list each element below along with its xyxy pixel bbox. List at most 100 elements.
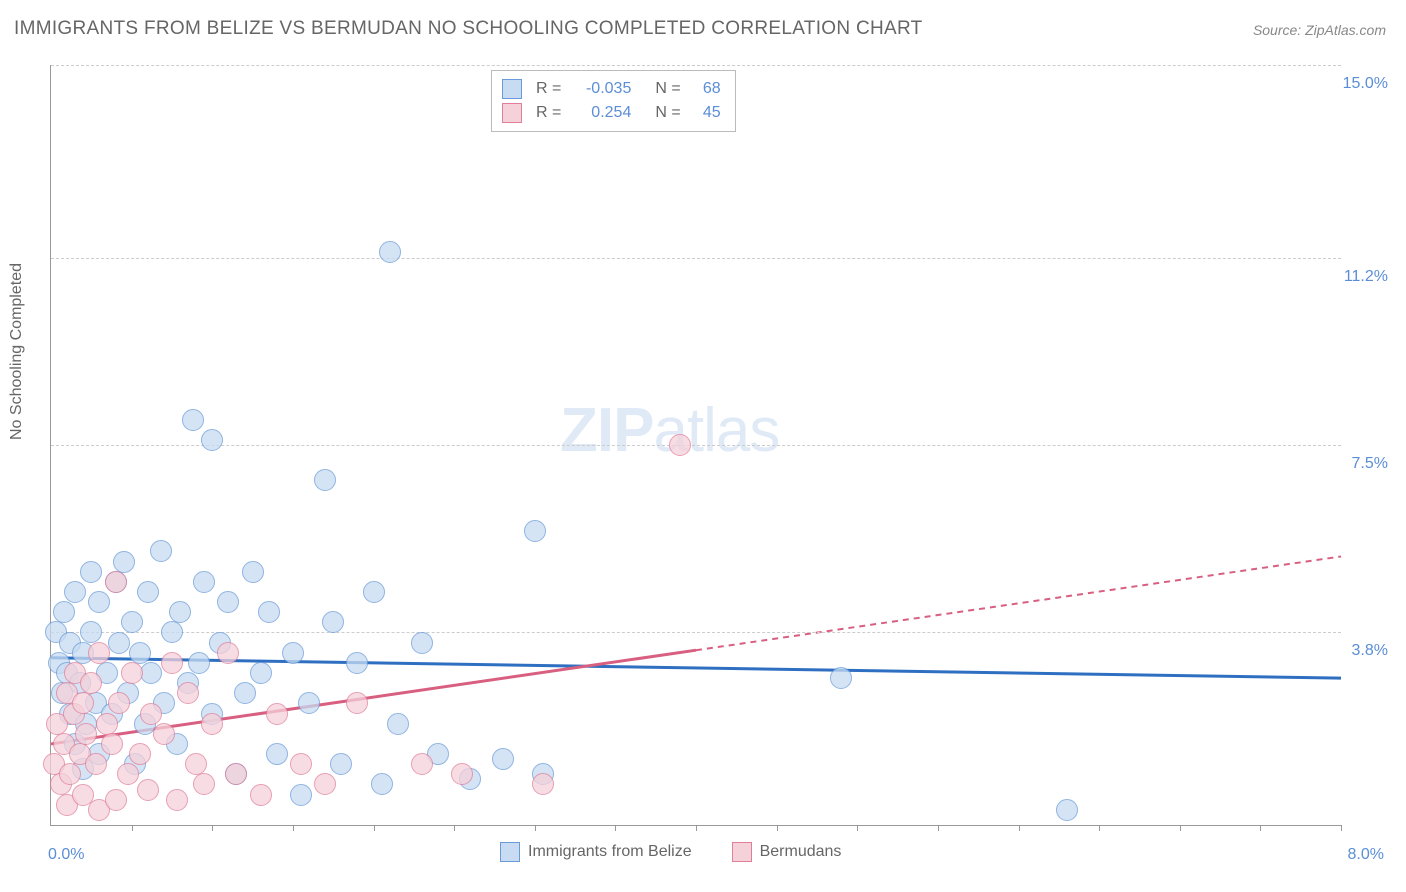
data-point [830,667,852,689]
data-point [290,784,312,806]
data-point [59,763,81,785]
data-point [201,429,223,451]
stats-box: R =-0.035N =68R =0.254N =45 [491,70,736,132]
x-tick [938,825,939,831]
x-tick [212,825,213,831]
data-point [282,642,304,664]
y-tick-label: 11.2% [1344,268,1388,286]
y-tick-label: 7.5% [1352,455,1388,473]
data-point [64,581,86,603]
data-point [88,591,110,613]
r-label: R = [536,101,561,125]
data-point [217,591,239,613]
n-label: N = [655,101,680,125]
plot-area: R =-0.035N =68R =0.254N =45 [50,65,1341,826]
data-point [105,571,127,593]
data-point [85,753,107,775]
data-point [121,662,143,684]
x-tick [857,825,858,831]
legend-swatch [500,842,520,862]
data-point [177,682,199,704]
source-label: Source: ZipAtlas.com [1253,22,1386,38]
data-point [492,748,514,770]
data-point [532,773,554,795]
x-axis-max-label: 8.0% [1348,846,1384,864]
data-point [411,753,433,775]
x-tick [777,825,778,831]
gridline [51,258,1341,259]
data-point [105,789,127,811]
data-point [387,713,409,735]
x-tick [1180,825,1181,831]
gridline [51,632,1341,633]
x-tick [374,825,375,831]
data-point [129,743,151,765]
legend-swatch [502,103,522,123]
data-point [266,743,288,765]
data-point [80,672,102,694]
x-tick [132,825,133,831]
regression-line-dashed [696,556,1341,650]
chart-title: IMMIGRANTS FROM BELIZE VS BERMUDAN NO SC… [14,18,923,40]
data-point [137,779,159,801]
data-point [140,703,162,725]
data-point [258,601,280,623]
legend-swatch [502,79,522,99]
data-point [411,632,433,654]
data-point [234,682,256,704]
legend-item: Bermudans [732,842,842,862]
y-tick-label: 3.8% [1352,642,1388,660]
data-point [75,723,97,745]
data-point [379,241,401,263]
data-point [193,773,215,795]
data-point [150,540,172,562]
n-label: N = [655,77,680,101]
gridline [51,445,1341,446]
data-point [193,571,215,593]
y-axis-title: No Schooling Completed [8,263,26,440]
x-tick [535,825,536,831]
data-point [108,632,130,654]
data-point [314,773,336,795]
data-point [96,713,118,735]
data-point [314,469,336,491]
data-point [153,723,175,745]
legend-label: Bermudans [760,843,842,861]
r-value: -0.035 [571,77,631,101]
data-point [137,581,159,603]
x-tick [1019,825,1020,831]
data-point [201,713,223,735]
data-point [188,652,210,674]
data-point [225,763,247,785]
data-point [217,642,239,664]
bottom-legend: Immigrants from BelizeBermudans [500,842,841,862]
data-point [121,611,143,633]
data-point [101,733,123,755]
data-point [161,621,183,643]
data-point [524,520,546,542]
data-point [346,692,368,714]
x-axis-min-label: 0.0% [48,846,84,864]
data-point [113,551,135,573]
data-point [140,662,162,684]
x-tick [615,825,616,831]
gridline [51,65,1341,66]
data-point [166,789,188,811]
data-point [290,753,312,775]
data-point [1056,799,1078,821]
x-tick [696,825,697,831]
data-point [129,642,151,664]
data-point [242,561,264,583]
data-point [346,652,368,674]
data-point [330,753,352,775]
r-value: 0.254 [571,101,631,125]
data-point [182,409,204,431]
data-point [80,621,102,643]
data-point [161,652,183,674]
data-point [80,561,102,583]
y-tick-label: 15.0% [1343,75,1388,93]
data-point [266,703,288,725]
data-point [451,763,473,785]
data-point [669,434,691,456]
data-point [169,601,191,623]
